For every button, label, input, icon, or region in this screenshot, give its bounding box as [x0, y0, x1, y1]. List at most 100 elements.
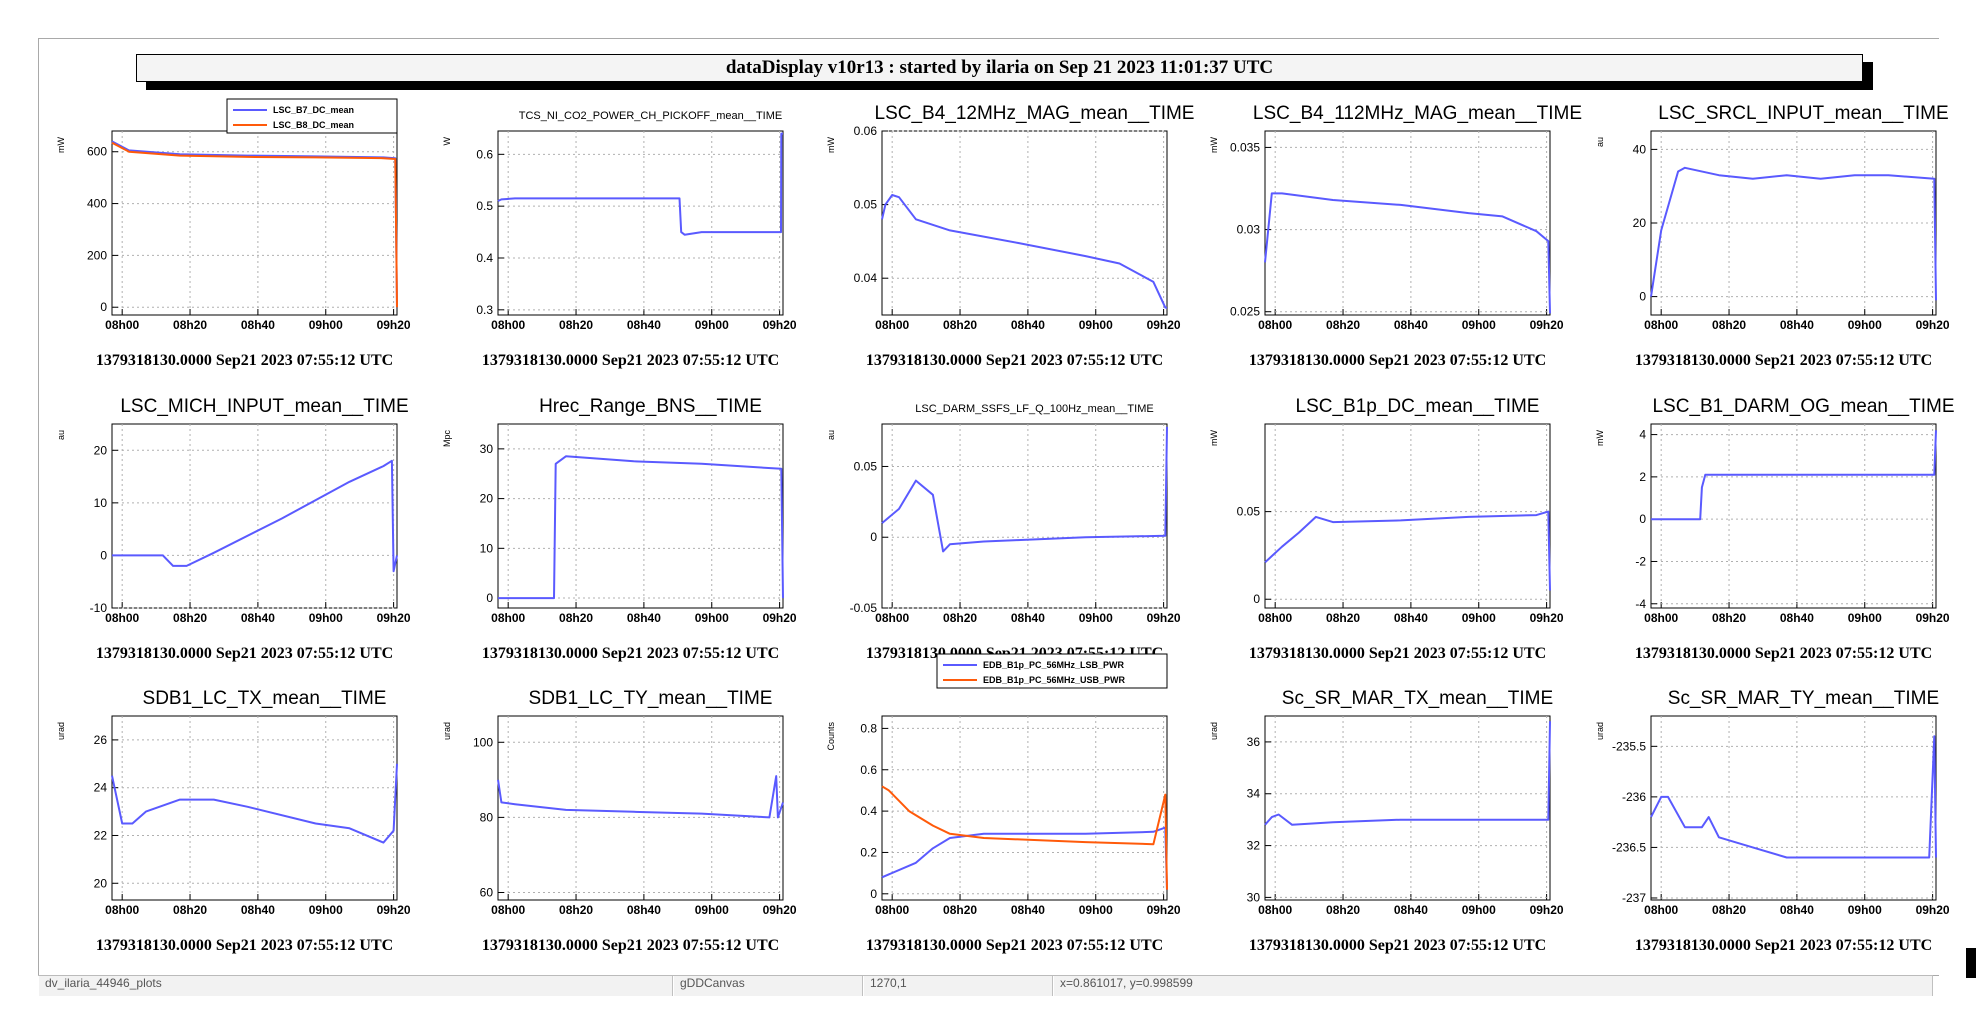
y-axis-label: mW: [56, 137, 66, 153]
y-tick-label: 0.3: [476, 303, 493, 317]
x-tick-label: 08h40: [241, 903, 275, 917]
legend-entry: EDB_B1p_PC_56MHz_USB_PWR: [983, 675, 1126, 685]
x-tick-label: 08h00: [1644, 903, 1678, 917]
plot-frame: [497, 423, 784, 609]
series-line: [112, 459, 398, 573]
x-tick-label: 08h00: [105, 903, 139, 917]
y-tick-label: 0: [870, 530, 877, 544]
y-axis-label: urad: [442, 722, 452, 740]
chart-14: 08h00 08h20 08h40 09h00 09h20 30 32 34 36 urad Sc_…: [1209, 688, 1564, 954]
chart-title: Hrec_Range_BNS__TIME: [539, 396, 762, 417]
chart-title: Sc_SR_MAR_TX_mean__TIME: [1282, 688, 1553, 709]
plot-frame: [1650, 715, 1937, 901]
x-tick-label: 09h20: [1530, 611, 1564, 625]
x-tick-label: 08h00: [1644, 611, 1678, 625]
y-tick-label: 40: [1633, 142, 1647, 156]
x-tick-label: 08h40: [1780, 611, 1814, 625]
y-axis-label: mW: [1209, 137, 1219, 153]
x-tick-label: 09h00: [1848, 318, 1882, 332]
y-tick-label: 80: [480, 810, 494, 824]
series-line: [1264, 192, 1551, 314]
x-tick-label: 08h00: [105, 611, 139, 625]
x-tick-label: 08h20: [1712, 318, 1746, 332]
timestamp-label: 1379318130.0000 Sep21 2023 07:55:12 UTC: [1249, 937, 1546, 954]
x-tick-label: 09h00: [1079, 903, 1113, 917]
y-tick-label: 30: [480, 442, 494, 456]
x-tick-label: 08h40: [241, 611, 275, 625]
chart-7: 08h00 08h20 08h40 09h00 09h20 0 10 20 30 Mpc Hrec_…: [442, 396, 797, 662]
chart-title: Sc_SR_MAR_TY_mean__TIME: [1668, 688, 1939, 709]
y-axis-label: mW: [826, 137, 836, 153]
y-tick-label: 0: [870, 887, 877, 901]
plot-frame: [1650, 130, 1937, 316]
timestamp-label: 1379318130.0000 Sep21 2023 07:55:12 UTC: [96, 937, 393, 954]
series-line: [111, 141, 398, 308]
x-tick-label: 09h00: [1848, 611, 1882, 625]
x-tick-label: 09h20: [1147, 611, 1181, 625]
x-tick-label: 08h00: [875, 903, 909, 917]
window-title: dataDisplay v10r13 : started by ilaria o…: [136, 54, 1863, 82]
x-tick-label: 08h00: [491, 318, 525, 332]
legend-entry: LSC_B8_DC_mean: [273, 120, 354, 130]
y-tick-label: 0.05: [854, 459, 878, 473]
x-tick-label: 08h20: [943, 318, 977, 332]
y-tick-label: 0: [100, 548, 107, 562]
timestamp-label: 1379318130.0000 Sep21 2023 07:55:12 UTC: [1249, 352, 1546, 369]
y-tick-label: 0.2: [860, 845, 877, 859]
timestamp-label: 1379318130.0000 Sep21 2023 07:55:12 UTC: [96, 352, 393, 369]
series-line: [881, 194, 1167, 309]
x-tick-label: 08h40: [1780, 318, 1814, 332]
chart-15: 08h00 08h20 08h40 09h00 09h20 -235.5 -236 -236.…: [1595, 688, 1950, 954]
window-edge: [1966, 948, 1976, 978]
x-tick-label: 09h00: [695, 611, 729, 625]
y-tick-label: 0: [100, 300, 107, 314]
x-tick-label: 09h20: [763, 611, 797, 625]
y-tick-label: 30: [1247, 890, 1261, 904]
x-tick-label: 09h20: [1916, 903, 1950, 917]
legend-box: [226, 98, 398, 134]
series-line: [111, 763, 398, 844]
y-axis-label: W: [442, 137, 452, 146]
y-tick-label: -2: [1635, 554, 1646, 568]
x-tick-label: 09h00: [695, 903, 729, 917]
x-tick-label: 09h20: [1530, 903, 1564, 917]
y-tick-label: 34: [1247, 787, 1261, 801]
chart-title: LSC_MICH_INPUT_mean__TIME: [120, 396, 408, 417]
timestamp-label: 1379318130.0000 Sep21 2023 07:55:12 UTC: [482, 352, 779, 369]
x-tick-label: 08h00: [1258, 611, 1292, 625]
chart-title: LSC_B1_DARM_OG_mean__TIME: [1652, 396, 1954, 417]
chart-title: LSC_B4_12MHz_MAG_mean__TIME: [875, 103, 1195, 124]
y-tick-label: 0.4: [860, 804, 877, 818]
x-tick-label: 08h00: [1644, 318, 1678, 332]
y-tick-label: 20: [94, 443, 108, 457]
y-tick-label: -235.5: [1612, 739, 1646, 753]
series-line: [881, 426, 1168, 553]
y-tick-label: -236.5: [1612, 840, 1646, 854]
y-tick-label: 600: [87, 145, 107, 159]
x-tick-label: 08h20: [943, 903, 977, 917]
chart-2: 08h00 08h20 08h40 09h00 09h20 0.3 0.4 0.5 0.6 W TC…: [442, 110, 797, 369]
x-tick-label: 09h00: [1079, 318, 1113, 332]
y-tick-label: 10: [480, 541, 494, 555]
x-tick-label: 09h00: [309, 318, 343, 332]
y-axis-label: au: [826, 430, 836, 440]
y-axis-label: Counts: [826, 722, 836, 751]
series-line: [497, 775, 784, 819]
chart-11: 08h00 08h20 08h40 09h00 09h20 20 22 24 26 urad SDB…: [56, 688, 411, 954]
x-tick-label: 08h40: [241, 318, 275, 332]
y-tick-label: 0.4: [476, 251, 493, 265]
x-tick-label: 08h00: [105, 318, 139, 332]
y-tick-label: 0: [1639, 290, 1646, 304]
x-tick-label: 08h20: [1326, 903, 1360, 917]
legend-box: [936, 653, 1168, 689]
timestamp-label: 1379318130.0000 Sep21 2023 07:55:12 UTC: [96, 645, 393, 662]
series-line: [1650, 735, 1937, 859]
y-tick-label: 0: [1253, 592, 1260, 606]
chart-5: 08h00 08h20 08h40 09h00 09h20 0 20 40 au LSC_SRCL…: [1595, 103, 1950, 369]
y-tick-label: -236: [1622, 790, 1646, 804]
x-tick-label: 09h20: [1147, 318, 1181, 332]
y-tick-label: 20: [1633, 216, 1647, 230]
chart-9: 08h00 08h20 08h40 09h00 09h20 0 0.05 mW LSC_B1p_…: [1209, 396, 1564, 662]
y-axis-label: urad: [1209, 722, 1219, 740]
